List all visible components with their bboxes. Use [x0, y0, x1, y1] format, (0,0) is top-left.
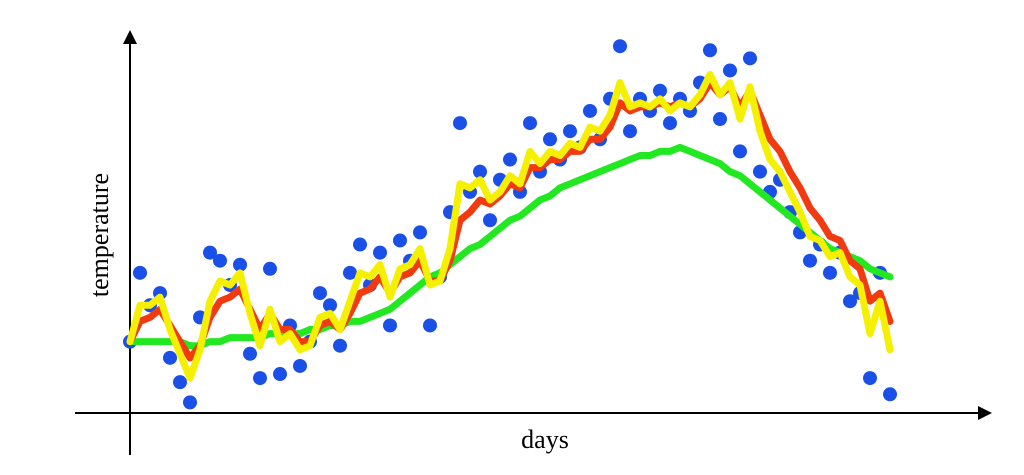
data-point: [423, 318, 437, 333]
data-point: [333, 338, 347, 353]
x-axis-label: days: [521, 425, 569, 454]
data-point: [623, 124, 637, 139]
data-point: [253, 371, 267, 386]
y-axis-label: temperature: [85, 173, 114, 297]
data-point: [323, 298, 337, 313]
data-point: [653, 83, 667, 98]
data-point: [863, 371, 877, 386]
data-point: [313, 286, 327, 301]
data-point: [393, 233, 407, 248]
data-point: [523, 116, 537, 131]
data-point: [173, 375, 187, 390]
data-point: [233, 257, 247, 272]
data-point: [703, 43, 717, 58]
data-point: [243, 346, 257, 361]
data-point: [263, 261, 277, 276]
data-point: [213, 253, 227, 268]
data-point: [663, 116, 677, 131]
data-point: [383, 318, 397, 333]
data-point: [273, 367, 287, 382]
data-point: [843, 294, 857, 309]
smoothed-line: [126, 79, 894, 362]
data-point: [613, 39, 627, 54]
data-point: [413, 225, 427, 240]
data-point: [483, 213, 497, 228]
y-axis-arrow: [123, 30, 137, 44]
data-point: [203, 245, 217, 260]
data-point: [733, 144, 747, 159]
data-point: [133, 265, 147, 280]
data-point: [503, 152, 517, 167]
x-axis-arrow: [978, 406, 992, 420]
data-point: [183, 395, 197, 410]
smoothed-line: [126, 71, 894, 382]
data-point: [353, 237, 367, 252]
data-point: [753, 164, 767, 179]
data-point: [743, 51, 757, 66]
data-point: [713, 112, 727, 127]
data-point: [373, 245, 387, 260]
data-point: [293, 358, 307, 373]
data-point: [723, 63, 737, 78]
data-point: [543, 132, 557, 147]
data-point: [823, 265, 837, 280]
data-point: [803, 253, 817, 268]
data-point: [343, 265, 357, 280]
data-point: [563, 124, 577, 139]
data-point: [583, 103, 597, 118]
data-point: [453, 116, 467, 131]
plot-area: [123, 39, 897, 410]
data-point: [473, 164, 487, 179]
data-point: [883, 387, 897, 402]
axes: [75, 30, 992, 455]
data-point: [163, 350, 177, 365]
